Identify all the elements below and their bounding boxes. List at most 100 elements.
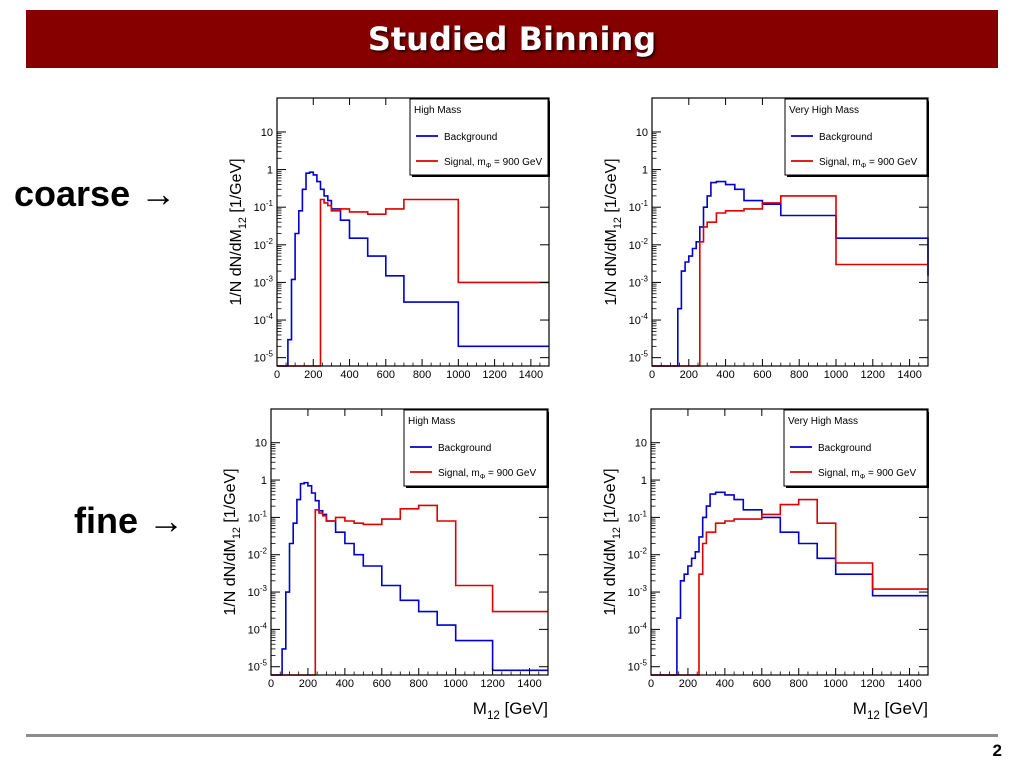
- legend-entry-background: Background: [819, 132, 872, 143]
- plot-frame: [651, 97, 929, 367]
- y-tick-label: 10-2: [254, 237, 274, 252]
- plot-frame: [270, 408, 549, 676]
- y-axis-label: 1/N dN/dM12 [1/GeV]: [222, 468, 243, 615]
- x-tick-label: 600: [753, 369, 771, 381]
- series-line-background: [271, 481, 548, 676]
- y-tick-label: 1: [261, 475, 267, 487]
- x-tick-label: 0: [649, 369, 655, 381]
- y-tick-label: 10-4: [629, 312, 649, 327]
- y-tick-label: 10: [636, 127, 648, 139]
- x-tick-label: 200: [680, 369, 698, 381]
- y-tick-label: 10-4: [254, 312, 274, 327]
- y-tick-label: 1: [642, 165, 648, 177]
- x-tick-label: 800: [790, 369, 808, 381]
- series-line-signal: [651, 498, 928, 676]
- plot-frame: [650, 408, 929, 676]
- y-tick-label: 10-1: [628, 509, 648, 524]
- y-tick-label: 10-2: [629, 237, 649, 252]
- legend-entry-signal: Signal, mΦ = 900 GeV: [819, 157, 917, 170]
- y-tick-label: 10-5: [254, 350, 274, 365]
- y-tick-label: 10-4: [248, 621, 268, 636]
- legend-entry-signal: Signal, mΦ = 900 GeV: [438, 468, 536, 481]
- y-axis-label: 1/N dN/dM12 [1/GeV]: [228, 158, 249, 305]
- row-label-coarse: coarse →: [14, 173, 177, 214]
- x-tick-label: 800: [790, 678, 808, 690]
- y-tick-label: 10-1: [248, 509, 268, 524]
- x-tick-label: 400: [716, 678, 734, 690]
- series-line-signal: [277, 198, 549, 367]
- x-tick-label: 600: [377, 369, 395, 381]
- legend-title: High Mass: [408, 416, 455, 427]
- legend-shadow: [406, 412, 549, 488]
- plot-frame: [276, 97, 550, 367]
- y-tick-label: 10-3: [629, 274, 649, 289]
- x-tick-label: 1200: [480, 678, 504, 690]
- x-tick-label: 0: [648, 678, 654, 690]
- page-number: 2: [992, 741, 1002, 760]
- title-bar: Studied Binning: [26, 10, 998, 68]
- footer-divider: [26, 734, 998, 737]
- y-tick-label: 10: [635, 438, 647, 450]
- legend-box: [784, 98, 928, 176]
- page-title: Studied Binning: [367, 20, 657, 58]
- x-tick-label: 1200: [860, 678, 884, 690]
- series-line-signal: [271, 504, 548, 676]
- x-tick-label: 1000: [824, 369, 848, 381]
- legend-box: [403, 409, 548, 487]
- y-tick-label: 10: [261, 127, 273, 139]
- x-tick-label: 1000: [446, 369, 470, 381]
- row-label-fine: fine →: [74, 500, 185, 541]
- legend-shadow: [412, 101, 550, 177]
- legend-title: High Mass: [414, 105, 461, 116]
- y-tick-label: 1: [267, 165, 273, 177]
- legend-box: [783, 409, 928, 487]
- y-axis-label: 1/N dN/dM12 [1/GeV]: [603, 158, 624, 305]
- y-tick-label: 10-3: [254, 274, 274, 289]
- x-tick-label: 400: [336, 678, 354, 690]
- x-tick-label: 600: [753, 678, 771, 690]
- legend-entry-background: Background: [818, 443, 871, 454]
- legend-entry-background: Background: [438, 443, 491, 454]
- x-tick-label: 800: [413, 369, 431, 381]
- legend-shadow: [786, 412, 929, 488]
- x-tick-label: 1200: [861, 369, 885, 381]
- x-tick-label: 400: [340, 369, 358, 381]
- y-tick-label: 10-1: [629, 199, 649, 214]
- x-tick-label: 1000: [823, 678, 847, 690]
- x-tick-label: 1000: [443, 678, 467, 690]
- legend-entry-background: Background: [444, 132, 497, 143]
- y-tick-label: 10-3: [248, 584, 268, 599]
- y-tick-label: 10-5: [248, 659, 268, 674]
- x-axis-label: M12 [GeV]: [473, 699, 548, 722]
- x-tick-label: 0: [268, 678, 274, 690]
- y-tick-label: 10: [255, 438, 267, 450]
- y-tick-label: 10-5: [628, 659, 648, 674]
- y-tick-label: 10-2: [248, 547, 268, 562]
- y-axis-label: 1/N dN/dM12 [1/GeV]: [602, 468, 623, 615]
- x-tick-label: 1400: [519, 369, 543, 381]
- x-tick-label: 200: [304, 369, 322, 381]
- series-line-background: [652, 180, 929, 367]
- y-tick-label: 10-4: [628, 621, 648, 636]
- x-tick-label: 1400: [897, 369, 921, 381]
- y-tick-label: 10-2: [628, 547, 648, 562]
- series-line-background: [651, 491, 928, 676]
- series-line-signal: [652, 195, 928, 367]
- series-line-background: [277, 171, 549, 367]
- y-tick-label: 10-1: [254, 199, 274, 214]
- x-tick-label: 1400: [517, 678, 541, 690]
- x-axis-label: M12 [GeV]: [853, 699, 928, 722]
- x-tick-label: 200: [299, 678, 317, 690]
- legend-box: [409, 98, 549, 176]
- legend-title: Very High Mass: [789, 105, 859, 116]
- x-tick-label: 800: [410, 678, 428, 690]
- x-tick-label: 0: [274, 369, 280, 381]
- x-tick-label: 200: [679, 678, 697, 690]
- legend-entry-signal: Signal, mΦ = 900 GeV: [818, 468, 916, 481]
- y-tick-label: 10-3: [628, 584, 648, 599]
- x-tick-label: 1400: [897, 678, 921, 690]
